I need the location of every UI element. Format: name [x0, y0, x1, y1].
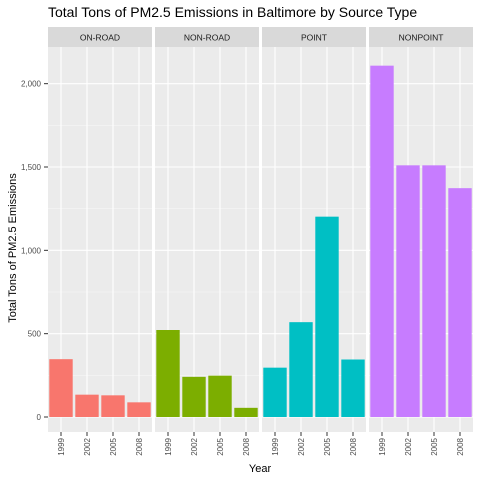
y-tick-label: 500 — [28, 330, 42, 339]
bar — [101, 395, 125, 417]
x-tick-label: 2008 — [135, 437, 144, 455]
y-tick-label: 2,000 — [21, 80, 42, 89]
x-tick-label: 1999 — [378, 437, 387, 455]
x-tick-label: 1999 — [57, 437, 66, 455]
y-tick-label: 0 — [37, 413, 42, 422]
bar — [396, 165, 420, 417]
facet-strip — [262, 27, 366, 47]
bar — [127, 402, 151, 417]
x-tick-label: 2008 — [349, 437, 358, 455]
facet-strip — [369, 27, 473, 47]
x-tick-label: 2002 — [404, 437, 413, 455]
facet-strip — [155, 27, 259, 47]
bar — [289, 322, 313, 417]
facet-strip-label: ON-ROAD — [80, 33, 120, 43]
x-tick-label: 2002 — [297, 437, 306, 455]
y-axis-title: Total Tons of PM2.5 Emissions — [7, 173, 19, 323]
y-tick-label: 1,500 — [21, 163, 42, 172]
facet-strip-label: NON-ROAD — [184, 33, 230, 43]
x-tick-label: 1999 — [271, 437, 280, 455]
facet-panels: 0 500 1,000 1,500 2,000 ON-ROAD 1999 2002 2005 20… — [21, 27, 473, 456]
x-tick-label: 2002 — [83, 437, 92, 455]
facet-strip-label: POINT — [301, 33, 327, 43]
bar — [208, 375, 232, 417]
x-tick-label: 2002 — [190, 437, 199, 455]
x-tick-label: 2005 — [323, 437, 332, 455]
x-axis-title: Year — [249, 463, 272, 475]
x-tick-label: 1999 — [164, 437, 173, 455]
bar — [75, 394, 99, 417]
bar — [370, 65, 394, 418]
x-tick-label: 2005 — [109, 437, 118, 455]
bar — [234, 407, 258, 417]
facet-strip — [48, 27, 152, 47]
bar — [448, 188, 472, 417]
x-tick-label: 2008 — [456, 437, 465, 455]
bar — [315, 216, 339, 417]
chart-title: Total Tons of PM2.5 Emissions in Baltimo… — [48, 4, 417, 20]
x-tick-label: 2005 — [430, 437, 439, 455]
x-tick-label: 2008 — [242, 437, 251, 455]
y-tick-label: 1,000 — [21, 246, 42, 255]
x-tick-label: 2005 — [216, 437, 225, 455]
bar — [49, 359, 73, 417]
facet-strip-label: NONPOINT — [399, 33, 444, 43]
bar — [263, 367, 287, 417]
bar — [156, 330, 180, 417]
bar — [422, 165, 446, 417]
bar — [182, 376, 206, 417]
bar — [341, 359, 365, 417]
